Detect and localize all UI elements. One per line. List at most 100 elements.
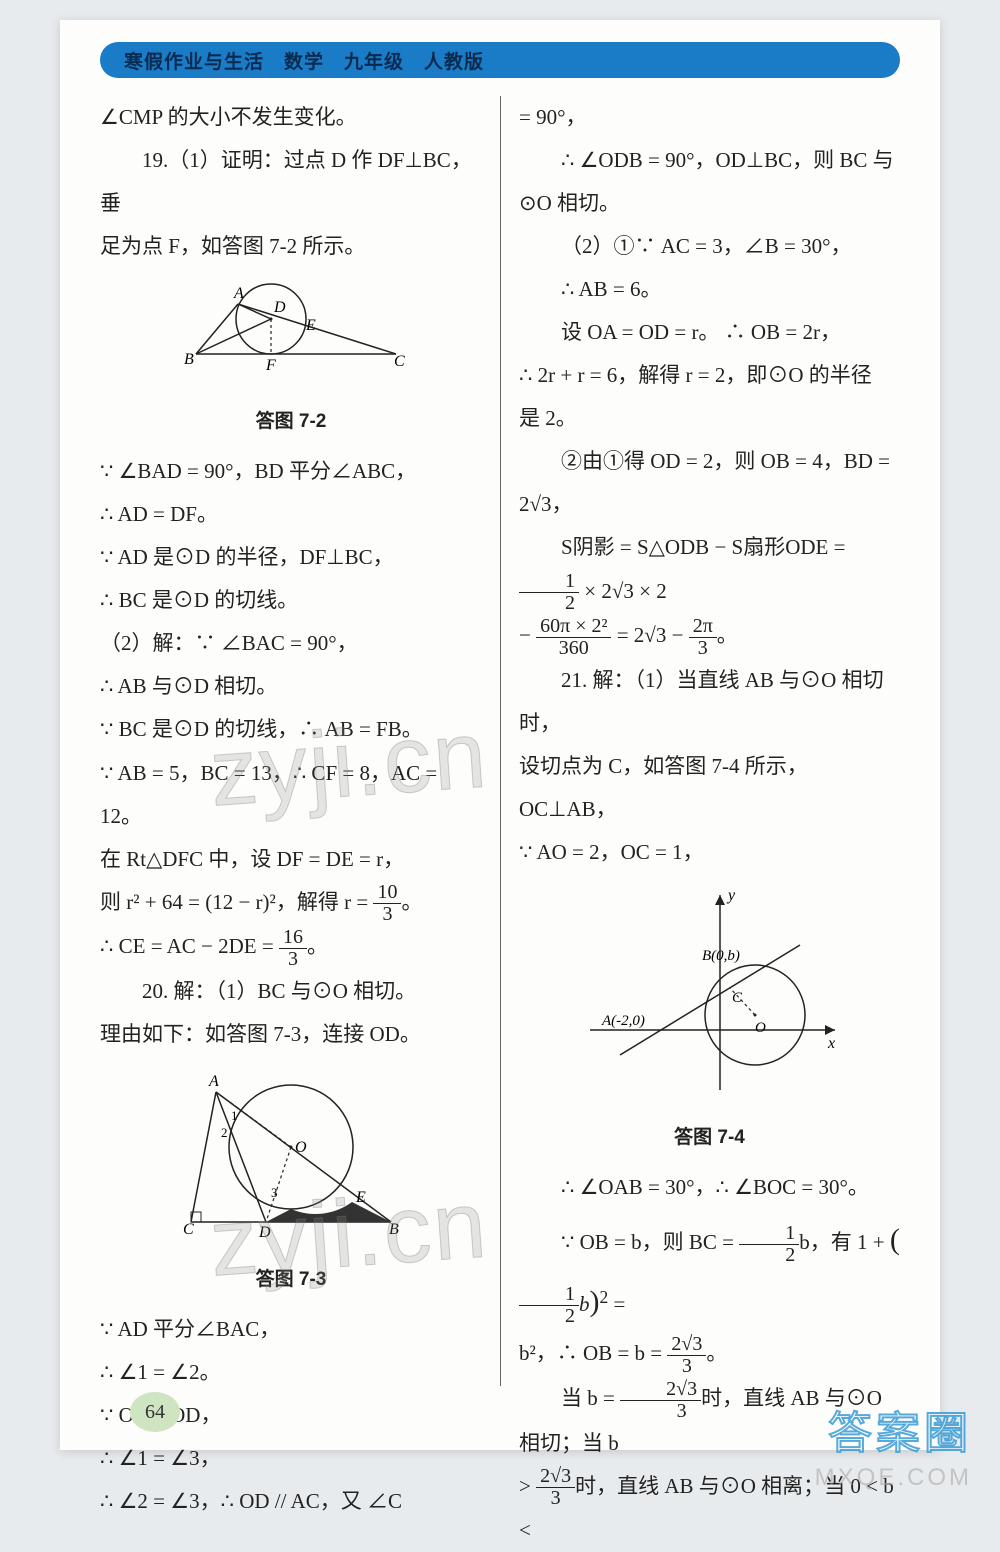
svg-text:E: E	[305, 317, 316, 334]
left-column: ∠CMP 的大小不发生变化。 19.（1）证明：过点 D 作 DF⊥BC，垂 足…	[100, 96, 500, 1386]
svg-text:O: O	[295, 1139, 307, 1156]
header-bar: 寒假作业与生活 数学 九年级 人教版	[100, 42, 900, 78]
text: ∴ CE = AC − 2DE =	[100, 934, 279, 958]
text-line: ∴ AD = DF。	[100, 493, 482, 536]
text-line: 在 Rt△DFC 中，设 DF = DE = r，	[100, 838, 482, 881]
figure-7-2-label: 答图 7-2	[100, 403, 482, 442]
text-line: ∵ ∠BAD = 90°，BD 平分∠ABC，	[100, 450, 482, 493]
text-line: ∴ AB = 6。	[519, 268, 900, 311]
overlay-title: 答案圈	[815, 1405, 972, 1462]
text: 。	[706, 1341, 727, 1365]
text: >	[519, 1474, 536, 1498]
columns: ∠CMP 的大小不发生变化。 19.（1）证明：过点 D 作 DF⊥BC，垂 足…	[60, 96, 940, 1386]
svg-text:3: 3	[271, 1185, 278, 1200]
page: 寒假作业与生活 数学 九年级 人教版 ∠CMP 的大小不发生变化。 19.（1）…	[60, 20, 940, 1450]
text: b，有 1 +	[799, 1230, 890, 1254]
text: 。	[717, 623, 738, 647]
text-line: ∵ BC 是⊙D 的切线，∴ AB = FB。	[100, 708, 482, 751]
text-line: ∴ 2r + r = 6，解得 r = 2，即⊙O 的半径	[519, 354, 900, 397]
figure-7-3: A B C D E O 1 2 3	[100, 1062, 482, 1257]
text-line: ∵ AB = 5，BC = 13，∴ CF = 8，AC = 12。	[100, 752, 482, 838]
text: =	[608, 1292, 625, 1316]
fraction: 2π3	[689, 616, 717, 659]
text-line: − 60π × 2²360 = 2√3 − 2π3。	[519, 614, 900, 659]
svg-text:A: A	[208, 1073, 219, 1090]
page-number: 64	[130, 1392, 180, 1432]
svg-text:A(-2,0): A(-2,0)	[601, 1013, 645, 1029]
text-line: ∴ ∠1 = ∠2。	[100, 1351, 482, 1394]
text-line: 理由如下：如答图 7-3，连接 OD。	[100, 1013, 482, 1056]
text-line: 则 r² + 64 = (12 − r)²，解得 r = 103。	[100, 881, 482, 926]
text: 则 r² + 64 = (12 − r)²，解得 r =	[100, 890, 373, 914]
fraction: 12	[519, 571, 579, 614]
text: 。	[401, 890, 422, 914]
text: 当 b =	[561, 1386, 620, 1410]
fraction: 2√33	[536, 1466, 575, 1509]
svg-text:E: E	[355, 1189, 366, 1206]
text-line: （2）解：∵ ∠BAC = 90°，	[100, 622, 482, 665]
text-line: ∴ AB 与⊙D 相切。	[100, 665, 482, 708]
figure-7-3-svg: A B C D E O 1 2 3	[161, 1062, 421, 1242]
fraction: 2√33	[667, 1334, 706, 1377]
svg-text:C: C	[732, 990, 743, 1006]
text-line: ∴ ∠1 = ∠3，	[100, 1437, 482, 1480]
svg-text:O: O	[755, 1020, 766, 1036]
figure-7-2: A B C D E F	[100, 274, 482, 399]
svg-text:D: D	[258, 1224, 271, 1241]
text-line: 21. 解：（1）当直线 AB 与⊙O 相切时，	[519, 659, 900, 745]
text: b²，∴ OB = b =	[519, 1341, 667, 1365]
right-column: = 90°， ∴ ∠ODB = 90°，OD⊥BC，则 BC 与 ⊙O 相切。 …	[500, 96, 900, 1386]
text-line: ②由①得 OD = 2，则 OB = 4，BD =	[519, 440, 900, 483]
text: −	[519, 623, 536, 647]
text-line: 19.（1）证明：过点 D 作 DF⊥BC，垂	[100, 139, 482, 225]
overlay-url: MXQE.COM	[815, 1462, 972, 1493]
fraction: 12	[739, 1223, 799, 1266]
text-line: ∴ BC 是⊙D 的切线。	[100, 579, 482, 622]
text-line: S阴影 = S△ODB − S扇形ODE = 12 × 2√3 × 2	[519, 526, 900, 614]
text-line: 2√3，	[519, 483, 900, 526]
text-line: = 90°，	[519, 96, 900, 139]
svg-text:A: A	[233, 285, 244, 302]
svg-text:y: y	[726, 887, 736, 904]
figure-7-4: x y A(-2,0) B(0,b) C O	[519, 880, 900, 1115]
text-line: b²，∴ OB = b = 2√33。	[519, 1332, 900, 1377]
text: ∵ OB = b，则 BC =	[561, 1230, 739, 1254]
text: b	[579, 1292, 590, 1316]
text: × 2√3 × 2	[579, 579, 667, 603]
figure-7-4-svg: x y A(-2,0) B(0,b) C O	[570, 880, 850, 1100]
text-line: （2）①∵ AC = 3，∠B = 30°，	[519, 225, 900, 268]
text-line: ∠CMP 的大小不发生变化。	[100, 96, 482, 139]
text-line: 是 2。	[519, 397, 900, 440]
text: S阴影 = S△ODB − S扇形ODE =	[561, 535, 845, 559]
svg-text:C: C	[183, 1221, 194, 1238]
text-line: 设切点为 C，如答图 7-4 所示，OC⊥AB，	[519, 745, 900, 831]
svg-text:2: 2	[221, 1125, 228, 1140]
header-text: 寒假作业与生活 数学 九年级 人教版	[124, 47, 484, 74]
figure-7-4-label: 答图 7-4	[519, 1119, 900, 1158]
text-line: ∵ AO = 2，OC = 1，	[519, 831, 900, 874]
figure-7-3-label: 答图 7-3	[100, 1261, 482, 1300]
text-line: 足为点 F，如答图 7-2 所示。	[100, 225, 482, 268]
text-line: ∴ ∠2 = ∠3，∴ OD // AC，又 ∠C	[100, 1480, 482, 1523]
text-line: ⊙O 相切。	[519, 182, 900, 225]
svg-text:1: 1	[231, 1108, 238, 1123]
svg-text:F: F	[265, 357, 276, 374]
text-line: ∴ ∠ODB = 90°，OD⊥BC，则 BC 与	[519, 139, 900, 182]
svg-text:B(0,b): B(0,b)	[702, 948, 740, 964]
text-line: ∵ OB = b，则 BC = 12b，有 1 + (12b)2 =	[519, 1209, 900, 1332]
text: = 2√3 −	[611, 623, 688, 647]
text-line: ∴ CE = AC − 2DE = 163。	[100, 925, 482, 970]
text-line: ∵ AD 平分∠BAC，	[100, 1308, 482, 1351]
text: 。	[307, 934, 328, 958]
figure-7-2-svg: A B C D E F	[176, 274, 406, 384]
text-line: ∵ AD 是⊙D 的半径，DF⊥BC，	[100, 536, 482, 579]
fraction: 12	[519, 1284, 579, 1327]
fraction: 163	[279, 927, 307, 970]
svg-text:C: C	[394, 353, 405, 370]
fraction: 2√33	[620, 1379, 701, 1422]
svg-text:x: x	[827, 1035, 835, 1052]
svg-text:D: D	[273, 299, 286, 316]
fraction: 103	[373, 882, 401, 925]
text-line: ∴ ∠OAB = 30°，∴ ∠BOC = 30°。	[519, 1166, 900, 1209]
overlay-brand: 答案圈 MXQE.COM	[815, 1405, 972, 1493]
